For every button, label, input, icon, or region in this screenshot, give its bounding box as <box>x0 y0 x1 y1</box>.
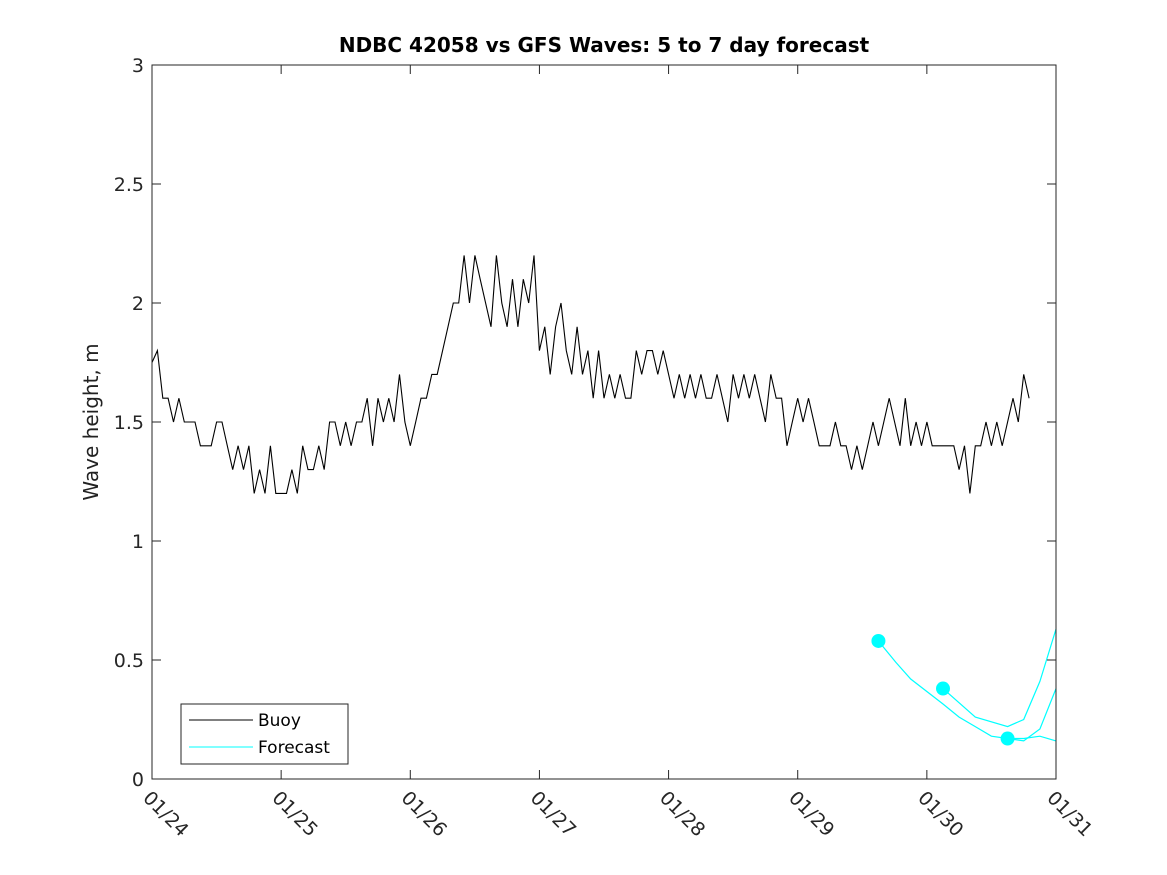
y-tick-label: 1.5 <box>114 412 144 434</box>
plot-area <box>151 255 1057 746</box>
y-tick-label: 0 <box>132 769 144 791</box>
legend-forecast-label: Forecast <box>258 738 330 758</box>
forecast-series-line-2 <box>942 628 1057 728</box>
legend: Buoy Forecast <box>180 703 349 765</box>
legend-buoy-label: Buoy <box>258 711 301 731</box>
y-tick-label: 3 <box>132 55 144 77</box>
y-tick-label: 0.5 <box>114 650 144 672</box>
forecast-start-marker-1 <box>871 633 886 648</box>
y-tick-label: 2 <box>132 293 144 315</box>
forecast-start-marker-3 <box>1000 731 1015 746</box>
y-tick-label: 1 <box>132 531 144 553</box>
forecast-start-marker-2 <box>936 681 950 696</box>
forecast-series-line-3 <box>1007 735 1057 742</box>
y-axis-label: Wave height, m <box>79 343 103 500</box>
buoy-series-line <box>151 255 1030 494</box>
chart-title: NDBC 42058 vs GFS Waves: 5 to 7 day fore… <box>339 33 870 57</box>
y-tick-label: 2.5 <box>114 174 144 196</box>
forecast-series-line-1 <box>877 640 1057 742</box>
legend-box <box>180 703 349 765</box>
